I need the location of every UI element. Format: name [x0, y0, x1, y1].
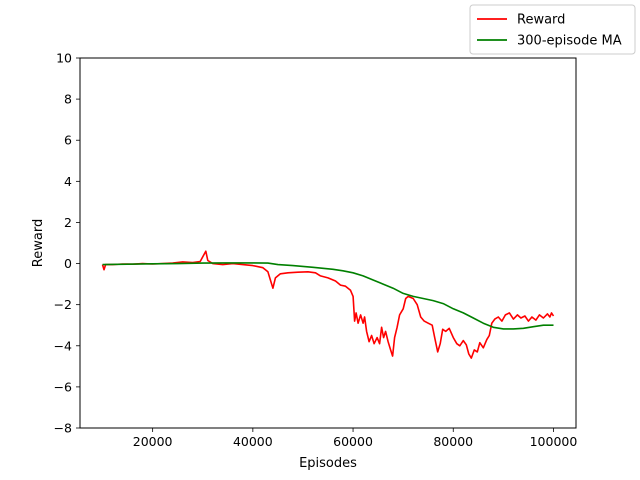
y-axis: −8 −6 −4 −2 0 2 4 6 8 10 [54, 51, 80, 436]
x-tick-label: 60000 [333, 434, 373, 449]
y-tick-label: 2 [64, 215, 72, 230]
x-tick-label: 40000 [233, 434, 273, 449]
y-axis-label: Reward [31, 219, 46, 267]
legend-label-moving-average: 300-episode MA [517, 34, 622, 49]
x-axis: 20000 40000 60000 80000 100000 [133, 428, 578, 449]
x-tick-label: 20000 [133, 434, 173, 449]
y-tick-label: −6 [54, 379, 72, 394]
moving-average-line [102, 262, 554, 330]
legend-box [469, 4, 636, 55]
y-tick-label: 10 [56, 51, 72, 66]
axes-frame [79, 57, 577, 429]
legend: Reward 300-episode MA [469, 4, 636, 55]
y-tick-label: −8 [54, 421, 72, 436]
x-axis-label: Episodes [299, 456, 357, 471]
x-tick-label: 100000 [530, 434, 578, 449]
reward-line [101, 250, 555, 359]
y-tick-label: 6 [64, 133, 72, 148]
plot-area: 20000 40000 60000 80000 100000 −8 −6 −4 −2 0 2 4 6 8… [54, 51, 578, 450]
y-tick-label: −2 [54, 297, 72, 312]
y-tick-label: 0 [64, 256, 72, 271]
reward-series-group [101, 250, 555, 359]
y-tick-label: −4 [54, 338, 72, 353]
y-tick-label: 4 [64, 174, 72, 189]
y-tick-label: 8 [64, 92, 72, 107]
x-tick-label: 80000 [433, 434, 473, 449]
legend-label-reward: Reward [517, 13, 565, 28]
